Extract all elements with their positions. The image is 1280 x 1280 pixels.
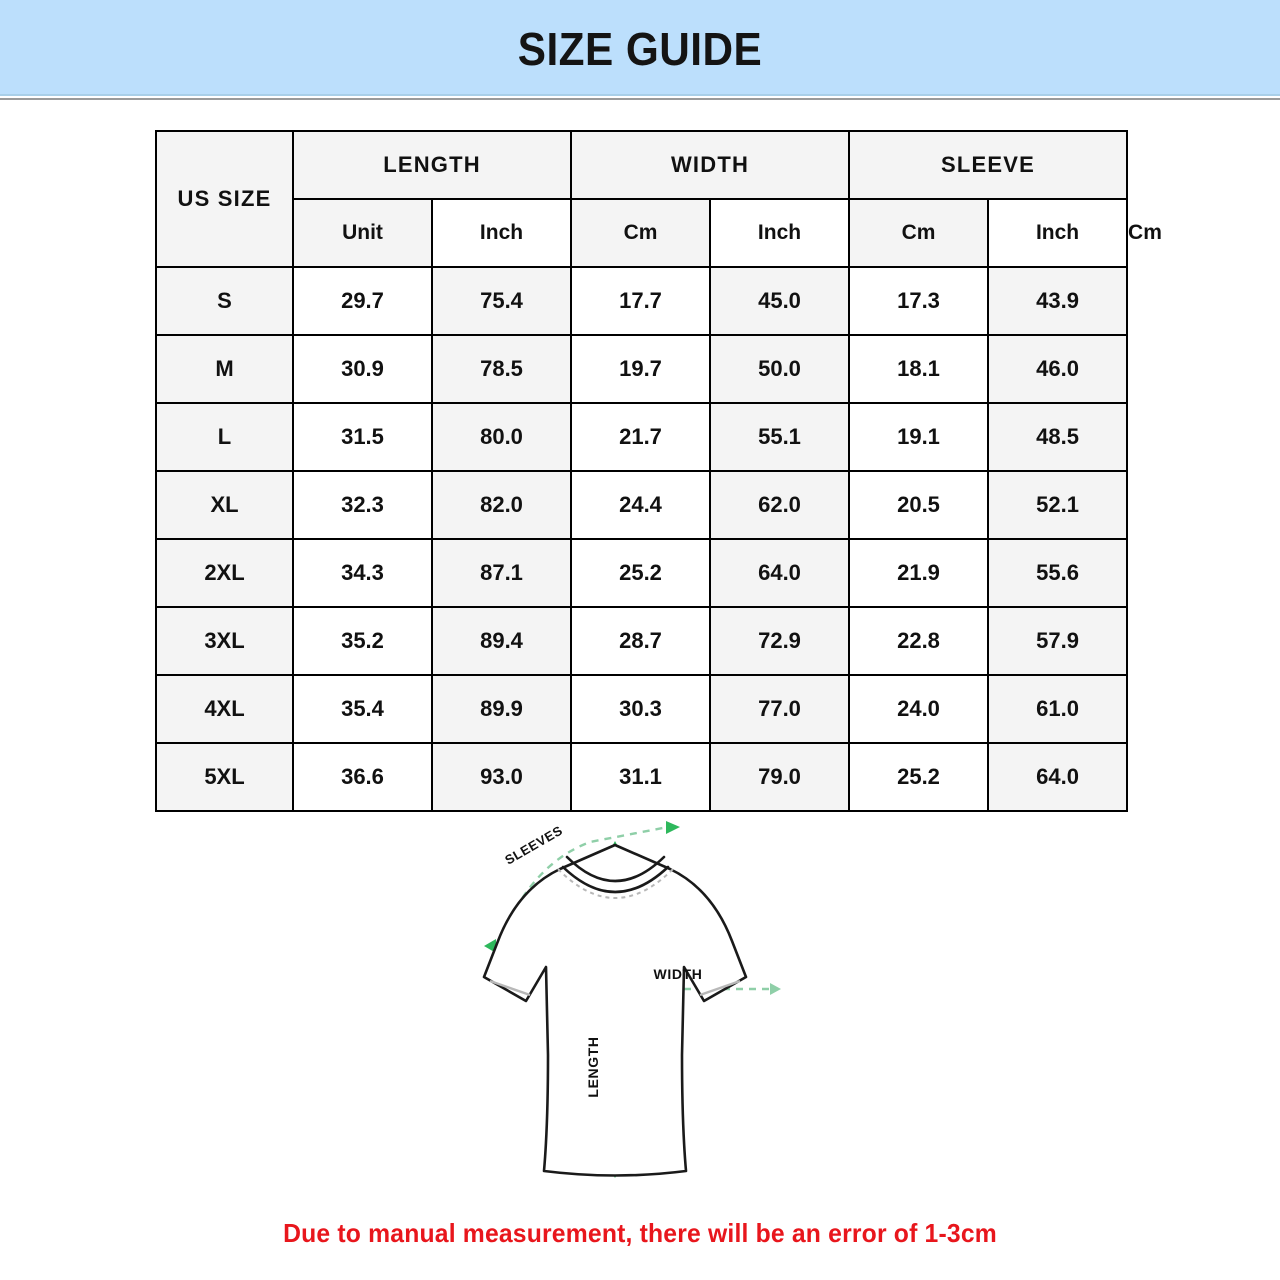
tshirt-outline — [482, 843, 748, 1177]
unit-header-sleeve-inch: Inch — [987, 198, 1129, 268]
width-label: WIDTH — [654, 966, 703, 982]
unit-header-unit: Unit — [292, 198, 433, 268]
cell-sleeve-inch: 22.8 — [848, 606, 990, 676]
cell-width-inch: 21.7 — [570, 402, 712, 472]
cell-length-cm: 75.4 — [430, 266, 573, 336]
right-cuff-stitch — [699, 979, 741, 997]
cell-sleeve-cm: 55.6 — [987, 538, 1129, 608]
cell-length-cm: 87.1 — [430, 538, 573, 608]
table-body: S 29.7 75.4 17.7 45.0 17.3 43.9 M 30.9 78.5 19.7 50… — [155, 266, 1129, 812]
cell-length-cm: 78.5 — [430, 334, 573, 404]
size-guide-table: US SIZE LENGTH WIDTH SLEEVE Unit Inch Cm… — [155, 130, 1162, 812]
cell-length-inch: 35.4 — [292, 674, 433, 744]
cell-length-inch: 34.3 — [292, 538, 433, 608]
cell-sleeve-inch: 17.3 — [848, 266, 990, 336]
table-row: M 30.9 78.5 19.7 50.0 18.1 46.0 — [155, 334, 1129, 404]
page-title: SIZE GUIDE — [517, 23, 763, 75]
cell-length-inch: 30.9 — [292, 334, 433, 404]
length-label: LENGTH — [585, 1036, 601, 1097]
table-row: 5XL 36.6 93.0 31.1 79.0 25.2 64.0 — [155, 742, 1129, 812]
cell-width-cm: 79.0 — [709, 742, 851, 812]
cell-width-cm: 62.0 — [709, 470, 851, 540]
column-header-length: LENGTH — [291, 130, 573, 200]
unit-header-length-cm: Cm — [570, 198, 712, 268]
table-row: XL 32.3 82.0 24.4 62.0 20.5 52.1 — [155, 470, 1129, 540]
cell-sleeve-inch: 21.9 — [848, 538, 990, 608]
table-row: 2XL 34.3 87.1 25.2 64.0 21.9 55.6 — [155, 538, 1129, 608]
column-header-sleeve: SLEEVE — [848, 130, 1129, 200]
cell-width-cm: 64.0 — [709, 538, 851, 608]
unit-header-length-inch: Inch — [430, 198, 573, 268]
cell-sleeve-inch: 20.5 — [848, 470, 990, 540]
cell-sleeve-cm: 57.9 — [987, 606, 1129, 676]
cell-width-cm: 77.0 — [709, 674, 851, 744]
cell-length-cm: 80.0 — [430, 402, 573, 472]
cell-width-cm: 72.9 — [709, 606, 851, 676]
cell-us-size: XL — [155, 470, 294, 540]
cell-us-size: 2XL — [155, 538, 294, 608]
table-row: 3XL 35.2 89.4 28.7 72.9 22.8 57.9 — [155, 606, 1129, 676]
measurement-disclaimer: Due to manual measurement, there will be… — [283, 1218, 997, 1248]
sleeve-arrow-right-icon — [666, 821, 680, 834]
cell-us-size: L — [155, 402, 294, 472]
cell-us-size: S — [155, 266, 294, 336]
cell-sleeve-cm: 52.1 — [987, 470, 1129, 540]
left-cuff-stitch — [489, 979, 531, 997]
cell-length-inch: 31.5 — [292, 402, 433, 472]
cell-width-inch: 17.7 — [570, 266, 712, 336]
table-row: S 29.7 75.4 17.7 45.0 17.3 43.9 — [155, 266, 1129, 336]
cell-length-cm: 93.0 — [430, 742, 573, 812]
table-head: US SIZE LENGTH WIDTH SLEEVE Unit Inch Cm… — [155, 130, 1162, 268]
cell-us-size: 5XL — [155, 742, 294, 812]
cell-sleeve-cm: 43.9 — [987, 266, 1129, 336]
cell-length-cm: 89.9 — [430, 674, 573, 744]
header-divider — [0, 98, 1280, 100]
cell-length-inch: 35.2 — [292, 606, 433, 676]
cell-sleeve-cm: 61.0 — [987, 674, 1129, 744]
cell-width-cm: 50.0 — [709, 334, 851, 404]
cell-width-inch: 28.7 — [570, 606, 712, 676]
cell-sleeve-cm: 48.5 — [987, 402, 1129, 472]
sleeves-label: SLEEVES — [502, 823, 565, 868]
table-row: L 31.5 80.0 21.7 55.1 19.1 48.5 — [155, 402, 1129, 472]
unit-header-width-cm: Cm — [848, 198, 990, 268]
width-arrow-right-icon — [770, 983, 781, 995]
cell-length-inch: 29.7 — [292, 266, 433, 336]
column-header-width: WIDTH — [570, 130, 851, 200]
cell-length-inch: 36.6 — [292, 742, 433, 812]
sleeve-arrow-left-icon — [484, 939, 496, 953]
header-band — [0, 0, 1280, 96]
collar-stitch-line — [557, 868, 674, 899]
tshirt-collar — [561, 855, 670, 894]
group-header-row: US SIZE LENGTH WIDTH SLEEVE — [155, 130, 1129, 268]
cell-length-cm: 82.0 — [430, 470, 573, 540]
table-row: 4XL 35.4 89.9 30.3 77.0 24.0 61.0 — [155, 674, 1129, 744]
cell-length-cm: 89.4 — [430, 606, 573, 676]
cell-width-inch: 31.1 — [570, 742, 712, 812]
cell-sleeve-inch: 24.0 — [848, 674, 990, 744]
column-header-us-size: US SIZE — [155, 130, 294, 268]
cell-sleeve-inch: 18.1 — [848, 334, 990, 404]
cell-width-inch: 25.2 — [570, 538, 712, 608]
cell-sleeve-cm: 46.0 — [987, 334, 1129, 404]
cell-us-size: 3XL — [155, 606, 294, 676]
cell-width-inch: 30.3 — [570, 674, 712, 744]
cell-width-inch: 19.7 — [570, 334, 712, 404]
cell-length-inch: 32.3 — [292, 470, 433, 540]
cell-sleeve-inch: 25.2 — [848, 742, 990, 812]
cell-width-inch: 24.4 — [570, 470, 712, 540]
cell-width-cm: 55.1 — [709, 402, 851, 472]
cell-us-size: 4XL — [155, 674, 294, 744]
cell-us-size: M — [155, 334, 294, 404]
cell-sleeve-cm: 64.0 — [987, 742, 1129, 812]
unit-header-width-inch: Inch — [709, 198, 851, 268]
cell-width-cm: 45.0 — [709, 266, 851, 336]
unit-header-row: Unit Inch Cm Inch Cm Inch Cm — [156, 198, 1162, 268]
cell-sleeve-inch: 19.1 — [848, 402, 990, 472]
tshirt-measurement-diagram: SLEEVES WIDTH LENGTH — [440, 805, 880, 1205]
size-table-container: US SIZE LENGTH WIDTH SLEEVE Unit Inch Cm… — [155, 130, 1162, 812]
